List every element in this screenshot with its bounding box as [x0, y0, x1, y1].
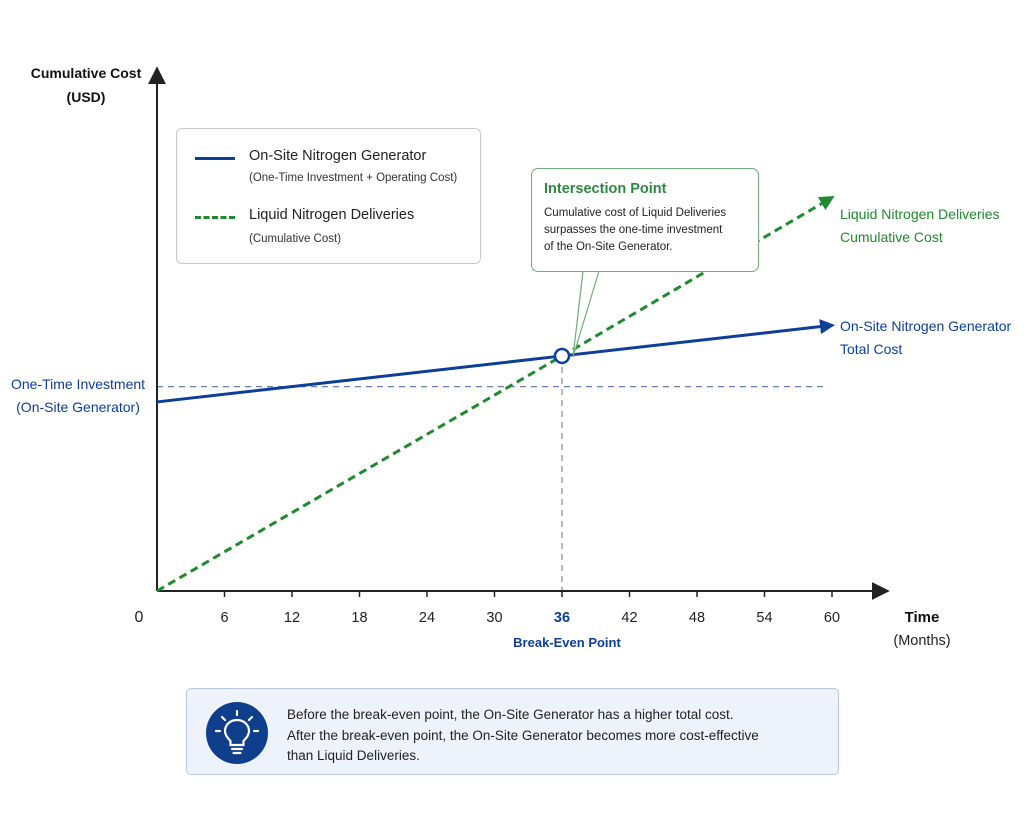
x-tick-label-18: 18: [351, 610, 367, 626]
legend-swatch-liquid: [195, 216, 235, 219]
legend-sub-liquid: (Cumulative Cost): [249, 233, 342, 245]
insight-box: Before the break-even point, the On-Site…: [186, 688, 839, 775]
y-axis-label-line1: Cumulative Cost: [31, 65, 142, 81]
x-tick-label-12: 12: [284, 610, 300, 626]
intersection-point-marker: [553, 347, 571, 365]
callout-line-2: surpasses the one-time investment: [544, 224, 723, 236]
x-tick-label-6: 6: [220, 610, 228, 626]
one-time-investment-line2: (On-Site Generator): [16, 399, 140, 415]
x-tick-label-42: 42: [621, 610, 637, 626]
break-even-label: Break-Even Point: [513, 635, 621, 650]
x-tick-label-60: 60: [824, 610, 840, 626]
intersection-callout: Intersection Point Cumulative cost of Li…: [531, 168, 759, 272]
one-time-investment-line1: One-Time Investment: [10, 376, 146, 392]
y-axis-label-line2: (USD): [67, 89, 106, 105]
callout-line-3: of the On-Site Generator.: [544, 241, 673, 253]
x-axis-label: Time: [905, 609, 940, 626]
legend-sub-generator: (One-Time Investment + Operating Cost): [249, 172, 458, 184]
generator-end-label-line2: Total Cost: [840, 341, 903, 357]
legend-label-liquid: Liquid Nitrogen Deliveries: [249, 207, 415, 223]
generator-end-label-line1: On-Site Nitrogen Generator: [840, 318, 1012, 334]
legend: On-Site Nitrogen Generator (One-Time Inv…: [176, 128, 481, 264]
liquid-end-label-line1: Liquid Nitrogen Deliveries: [840, 206, 1000, 222]
liquid-end-label: Liquid Nitrogen Deliveries Cumulative Co…: [840, 203, 1000, 249]
insight-line-2: After the break-even point, the On-Site …: [287, 727, 759, 743]
callout-line-1: Cumulative cost of Liquid Deliveries: [544, 207, 727, 219]
legend-swatch-generator: [195, 157, 235, 160]
legend-label-generator: On-Site Nitrogen Generator: [249, 148, 427, 164]
callout-pointer: [572, 270, 600, 358]
x-tick-label-0: 0: [135, 609, 144, 626]
generator-end-label: On-Site Nitrogen Generator Total Cost: [840, 315, 1011, 361]
series-line-generator: [156, 319, 835, 404]
x-tick-label-24: 24: [419, 610, 435, 626]
x-tick-label-54: 54: [756, 610, 772, 626]
x-tick-label-36: 36: [554, 610, 570, 626]
callout-title: Intersection Point: [544, 181, 667, 197]
x-axis-unit: (Months): [893, 633, 950, 649]
lightbulb-icon: [206, 702, 268, 764]
x-tick-label-30: 30: [486, 610, 502, 626]
one-time-investment-label: One-Time Investment (On-Site Generator): [10, 373, 146, 419]
insight-line-1: Before the break-even point, the On-Site…: [287, 707, 734, 722]
liquid-end-label-line2: Cumulative Cost: [840, 229, 943, 245]
x-tick-label-48: 48: [689, 610, 705, 626]
insight-text: Before the break-even point, the On-Site…: [287, 705, 759, 767]
insight-line-3: than Liquid Deliveries.: [287, 748, 420, 763]
